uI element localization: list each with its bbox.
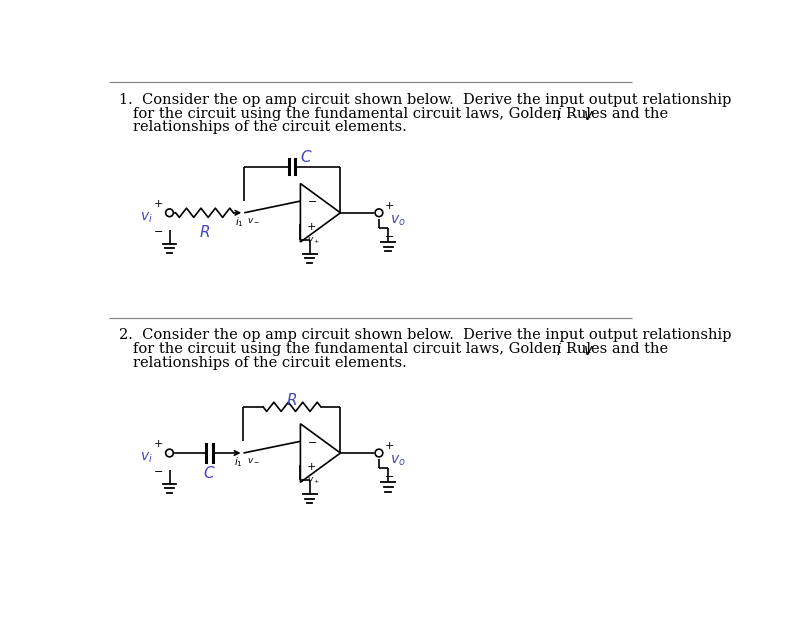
Text: $+$: $+$ [384,440,393,451]
Text: $-$: $-$ [153,465,164,475]
Text: $+$: $+$ [153,198,164,209]
Text: $v_-$: $v_-$ [247,215,260,224]
Text: $v_+$: $v_+$ [306,476,320,486]
Text: $-$: $-$ [306,196,317,205]
Text: $+$: $+$ [153,439,164,449]
Text: $C$: $C$ [203,465,215,481]
Text: $v_o$: $v_o$ [389,213,405,228]
Text: $-$: $-$ [384,470,393,480]
Text: $v_o$: $v_o$ [389,454,405,468]
Text: 1.  Consider the op amp circuit shown below.  Derive the input output relationsh: 1. Consider the op amp circuit shown bel… [119,93,731,107]
Text: $-$: $-$ [153,225,164,235]
Text: $v_-$: $v_-$ [247,456,259,464]
Text: $-$: $-$ [384,230,393,240]
Text: $v_i$: $v_i$ [140,210,153,225]
Circle shape [166,209,173,216]
Text: $+$: $+$ [306,461,316,472]
Text: $R$: $R$ [199,223,210,240]
Circle shape [375,209,383,216]
Text: $-$: $-$ [306,435,317,445]
Text: $C$: $C$ [300,149,313,165]
Text: $+$: $+$ [384,199,393,211]
Text: 2.  Consider the op amp circuit shown below.  Derive the input output relationsh: 2. Consider the op amp circuit shown bel… [119,328,731,342]
Text: $+$: $+$ [306,220,316,232]
Text: $i_1$: $i_1$ [235,215,244,229]
Text: $v_+$: $v_+$ [306,235,320,245]
Text: relationships of the circuit elements.: relationships of the circuit elements. [132,356,406,370]
Text: $v_i$: $v_i$ [140,451,153,465]
Text: $i$  -  $v$: $i$ - $v$ [556,107,595,122]
Text: relationships of the circuit elements.: relationships of the circuit elements. [132,121,406,134]
Circle shape [375,449,383,457]
Circle shape [166,449,173,457]
Text: for the circuit using the fundamental circuit laws, Golden Rules and the: for the circuit using the fundamental ci… [132,342,672,356]
Text: for the circuit using the fundamental circuit laws, Golden Rules and the: for the circuit using the fundamental ci… [132,107,672,121]
Text: $i$  -  $v$: $i$ - $v$ [556,342,595,358]
Text: $R$: $R$ [286,392,298,408]
Text: $i_1$: $i_1$ [234,456,243,469]
